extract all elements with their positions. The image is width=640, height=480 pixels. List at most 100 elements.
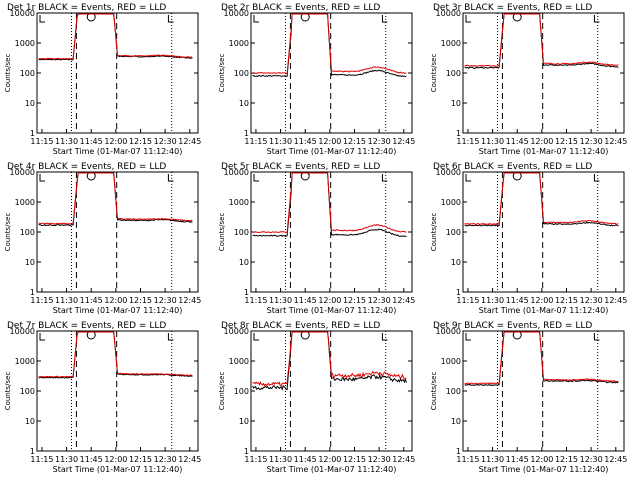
x-tick-label: 11:15 bbox=[30, 455, 53, 464]
marker-circle bbox=[86, 12, 96, 22]
y-tick-label: 10 bbox=[239, 258, 249, 267]
x-tick-label: 11:45 bbox=[294, 137, 317, 146]
x-tick-label: 11:15 bbox=[30, 296, 53, 305]
y-tick-label: 100 bbox=[20, 228, 35, 237]
x-tick-label: 12:00 bbox=[104, 455, 127, 464]
panel-6: Det 6r BLACK = Events, RED = LLD 1 10 100 10… bbox=[430, 162, 627, 315]
x-tick-label: 11:45 bbox=[506, 137, 529, 146]
y-tick-label: 1 bbox=[456, 288, 461, 297]
panel-title: Det 4r BLACK = Events, RED = LLD bbox=[7, 162, 166, 172]
panel-3: Det 3r BLACK = Events, RED = LLD 1 10 100 10… bbox=[430, 3, 627, 156]
lld-curve bbox=[38, 172, 193, 225]
lld-curve bbox=[252, 13, 407, 75]
x-tick-label: 12:45 bbox=[178, 137, 201, 146]
y-tick-label: 10 bbox=[239, 417, 249, 426]
y-tick-label: 10000 bbox=[10, 327, 35, 336]
lld-curve bbox=[464, 13, 619, 67]
plot-frame bbox=[462, 330, 625, 452]
panel-title: Det 6r BLACK = Events, RED = LLD bbox=[433, 162, 592, 172]
marker-bracket bbox=[465, 333, 471, 341]
marker-bracket bbox=[465, 15, 471, 23]
lld-curve bbox=[38, 13, 193, 60]
x-tick-label: 12:15 bbox=[555, 137, 578, 146]
x-tick-label: 11:45 bbox=[80, 455, 103, 464]
x-tick-label: 12:00 bbox=[318, 137, 341, 146]
plot-frame bbox=[462, 171, 625, 293]
x-tick-label: 11:30 bbox=[55, 137, 78, 146]
y-tick-label: 100 bbox=[446, 69, 461, 78]
y-axis-label: Counts/sec bbox=[4, 213, 12, 252]
y-tick-label: 100 bbox=[234, 228, 249, 237]
x-tick-label: 12:30 bbox=[154, 137, 177, 146]
y-tick-label: 10 bbox=[451, 99, 461, 108]
y-axis-label: Counts/sec bbox=[218, 372, 226, 411]
marker-bracket bbox=[167, 15, 174, 23]
y-tick-label: 10000 bbox=[224, 168, 249, 177]
marker-bracket bbox=[253, 174, 259, 182]
x-tick-label: 12:30 bbox=[154, 296, 177, 305]
x-tick-label: 12:45 bbox=[392, 455, 415, 464]
panel-8: Det 8r BLACK = Events, RED = LLD 1 10 100 10… bbox=[218, 321, 415, 474]
y-tick-label: 1 bbox=[244, 129, 249, 138]
x-tick-label: 11:15 bbox=[456, 137, 479, 146]
x-tick-label: 11:15 bbox=[456, 296, 479, 305]
y-tick-label: 1000 bbox=[15, 357, 35, 366]
panel-title: Det 9r BLACK = Events, RED = LLD bbox=[433, 321, 592, 331]
x-tick-label: 11:45 bbox=[80, 137, 103, 146]
events-curve bbox=[252, 331, 407, 391]
marker-bracket bbox=[39, 15, 45, 23]
x-tick-label: 11:30 bbox=[55, 455, 78, 464]
marker-circle bbox=[512, 330, 522, 340]
y-tick-label: 1 bbox=[456, 129, 461, 138]
y-tick-label: 1 bbox=[244, 288, 249, 297]
plot-frame bbox=[36, 330, 199, 452]
x-tick-label: 12:45 bbox=[178, 296, 201, 305]
marker-circle bbox=[300, 12, 310, 22]
x-tick-label: 12:00 bbox=[530, 455, 553, 464]
panel-7: Det 7r BLACK = Events, RED = LLD 1 10 100 10… bbox=[4, 321, 201, 474]
panel-1: Det 1r BLACK = Events, RED = LLD 1 10 100 10… bbox=[4, 3, 201, 156]
marker-bracket bbox=[39, 333, 45, 341]
lld-curve bbox=[252, 331, 407, 387]
x-tick-label: 12:45 bbox=[178, 455, 201, 464]
y-tick-label: 10000 bbox=[436, 9, 461, 18]
marker-bracket bbox=[381, 174, 388, 182]
marker-bracket bbox=[381, 15, 388, 23]
x-tick-label: 11:30 bbox=[481, 455, 504, 464]
y-axis-label: Counts/sec bbox=[430, 213, 438, 252]
x-tick-label: 12:30 bbox=[580, 455, 603, 464]
marker-circle bbox=[512, 171, 522, 181]
x-tick-label: 11:45 bbox=[294, 296, 317, 305]
y-tick-label: 10000 bbox=[436, 168, 461, 177]
x-tick-label: 12:15 bbox=[555, 455, 578, 464]
x-axis-label: Start Time (01-Mar-07 11:12:40) bbox=[53, 465, 183, 474]
x-tick-label: 11:45 bbox=[294, 455, 317, 464]
x-tick-label: 12:00 bbox=[530, 296, 553, 305]
x-tick-label: 12:45 bbox=[604, 296, 627, 305]
y-tick-label: 100 bbox=[20, 387, 35, 396]
x-tick-label: 12:15 bbox=[343, 296, 366, 305]
y-tick-label: 10 bbox=[451, 417, 461, 426]
x-axis-label: Start Time (01-Mar-07 11:12:40) bbox=[479, 147, 609, 156]
x-tick-label: 11:30 bbox=[269, 137, 292, 146]
marker-circle bbox=[86, 171, 96, 181]
x-axis-label: Start Time (01-Mar-07 11:12:40) bbox=[267, 465, 397, 474]
x-tick-label: 12:00 bbox=[530, 137, 553, 146]
marker-bracket bbox=[253, 15, 259, 23]
x-tick-label: 12:15 bbox=[129, 296, 152, 305]
x-tick-label: 12:00 bbox=[318, 455, 341, 464]
x-tick-label: 12:15 bbox=[129, 137, 152, 146]
y-tick-label: 1000 bbox=[229, 39, 249, 48]
marker-circle bbox=[300, 330, 310, 340]
y-tick-label: 1000 bbox=[441, 39, 461, 48]
y-axis-label: Counts/sec bbox=[4, 372, 12, 411]
x-tick-label: 11:15 bbox=[244, 296, 267, 305]
x-tick-label: 12:15 bbox=[343, 137, 366, 146]
x-tick-label: 11:30 bbox=[269, 296, 292, 305]
marker-bracket bbox=[593, 15, 600, 23]
y-tick-label: 10 bbox=[25, 258, 35, 267]
y-axis-label: Counts/sec bbox=[4, 54, 12, 93]
x-tick-label: 12:30 bbox=[368, 455, 391, 464]
marker-bracket bbox=[593, 333, 600, 341]
marker-circle bbox=[86, 330, 96, 340]
